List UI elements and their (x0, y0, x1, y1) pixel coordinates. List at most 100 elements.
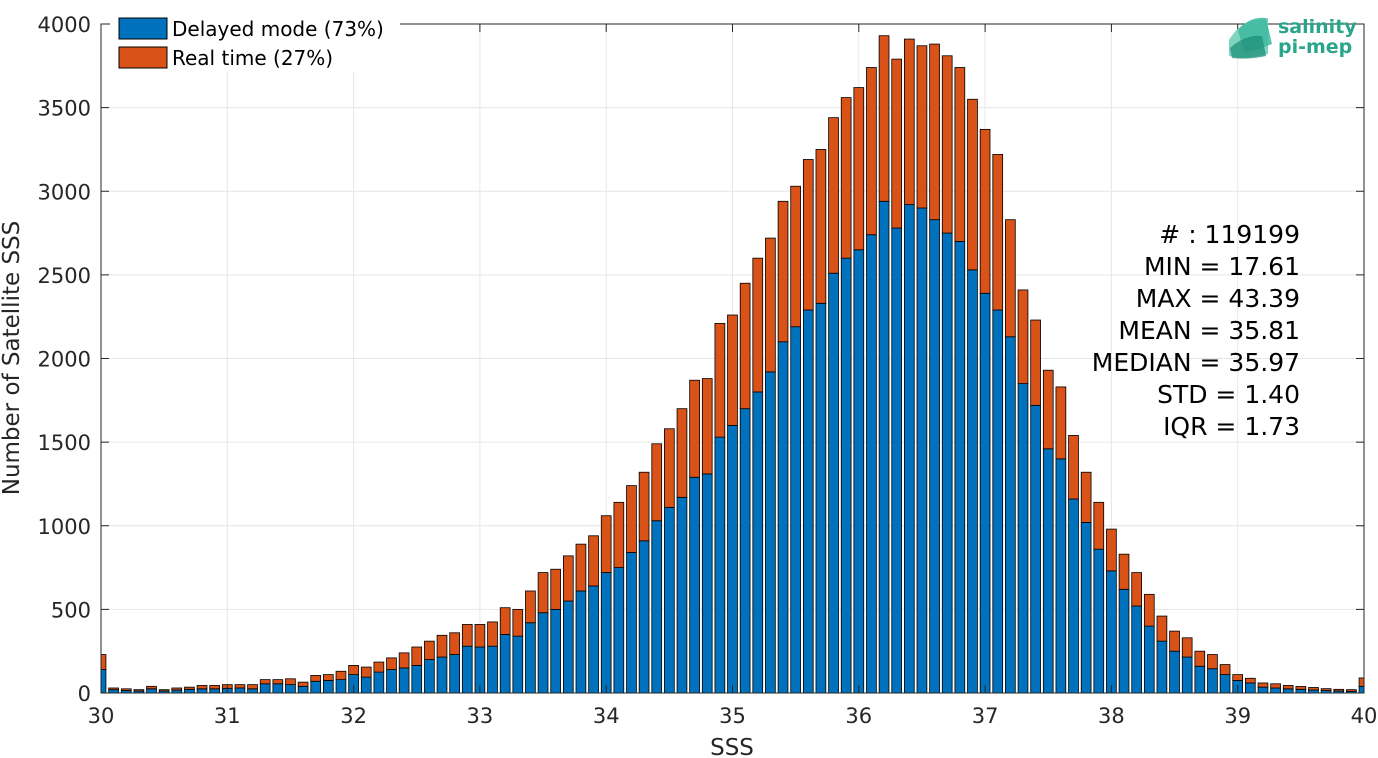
salinity-pi-mep-logo: salinity pi-mep (1229, 16, 1357, 59)
stat-line: STD = 1.40 (1157, 380, 1300, 409)
bar-real-time (1068, 435, 1079, 500)
wave-logo-icon (1229, 17, 1272, 59)
legend-swatch-delayed (118, 17, 168, 40)
x-tick-label: 40 (1351, 704, 1378, 728)
legend: Delayed mode (73%) Real time (27%) (110, 14, 400, 72)
bar-delayed-mode (626, 552, 637, 694)
bar-real-time (1270, 683, 1281, 689)
bar-delayed-mode (613, 567, 625, 694)
bar-real-time (979, 128, 991, 294)
bar-real-time (992, 154, 1004, 311)
bar-real-time (941, 55, 953, 234)
bar-real-time (802, 159, 814, 311)
bar-delayed-mode (752, 391, 764, 694)
bar-real-time (1346, 689, 1357, 692)
bar-delayed-mode (1055, 458, 1067, 694)
bar-real-time (348, 665, 359, 676)
bar-real-time (133, 689, 145, 692)
bar-delayed-mode (600, 572, 612, 694)
bar-delayed-mode (398, 667, 410, 694)
bar-delayed-mode (499, 634, 511, 694)
bar-real-time (108, 687, 119, 691)
bar-delayed-mode (588, 585, 599, 694)
bar-real-time (1320, 688, 1332, 691)
bar-real-time (588, 535, 599, 587)
x-tick-label: 33 (467, 704, 494, 728)
y-axis-label: Number of Satellite SSS (0, 221, 25, 496)
bar-real-time (916, 45, 928, 209)
bar-real-time (285, 678, 296, 686)
bar-real-time (1308, 687, 1319, 691)
bar-real-time (297, 681, 309, 687)
bar-real-time (701, 378, 713, 475)
stat-line: MEAN = 35.81 (1118, 316, 1300, 345)
bar-real-time (1055, 386, 1067, 460)
bar-real-time (259, 679, 271, 685)
bar-real-time (461, 624, 473, 647)
bar-real-time (638, 471, 650, 542)
bar-delayed-mode (1169, 650, 1180, 694)
bar-real-time (714, 322, 726, 438)
bar-delayed-mode (1093, 548, 1105, 694)
bar-delayed-mode (941, 232, 953, 694)
bar-delayed-mode (247, 688, 258, 694)
bar-real-time (171, 687, 183, 691)
bar-real-time (209, 685, 220, 690)
bar-delayed-mode (853, 249, 865, 694)
bar-delayed-mode (1181, 656, 1193, 694)
bar-delayed-mode (1156, 640, 1168, 694)
bar-delayed-mode (1005, 336, 1016, 694)
bar-real-time (1169, 630, 1180, 652)
bar-delayed-mode (891, 227, 903, 694)
bar-real-time (474, 624, 486, 648)
bar-delayed-mode (575, 590, 587, 694)
y-tick-label: 1500 (38, 431, 91, 455)
bar-real-time (360, 666, 372, 678)
bar-delayed-mode (310, 680, 322, 694)
bar-real-time (689, 379, 700, 478)
x-axis-label: SSS (710, 735, 754, 758)
bar-delayed-mode (562, 600, 574, 694)
bar-delayed-mode (146, 688, 157, 694)
bar-real-time (903, 38, 915, 206)
y-tick-label: 3500 (38, 97, 91, 121)
bar-delayed-mode (512, 635, 524, 694)
x-tick-label: 39 (1224, 704, 1251, 728)
bar-delayed-mode (461, 645, 473, 694)
x-tick-label: 38 (1098, 704, 1125, 728)
bar-delayed-mode (878, 200, 890, 694)
bar-real-time (525, 590, 536, 624)
bar-delayed-mode (1207, 668, 1218, 694)
bar-delayed-mode (777, 341, 789, 694)
bar-real-time (1219, 664, 1231, 676)
bar-real-time (1207, 654, 1218, 670)
bar-delayed-mode (1131, 605, 1142, 694)
bar-delayed-mode (100, 669, 107, 694)
bar-real-time (100, 654, 107, 670)
bar-real-time (335, 670, 347, 681)
y-tick-label: 500 (51, 598, 91, 622)
bar-real-time (436, 634, 448, 658)
bar-delayed-mode (1143, 625, 1155, 694)
y-tick-label: 0 (78, 682, 91, 706)
bar-real-time (777, 200, 789, 343)
bar-delayed-mode (184, 688, 195, 694)
bar-real-time (386, 657, 397, 670)
bar-real-time (550, 568, 562, 610)
bar-real-time (272, 679, 284, 685)
bar-real-time (424, 640, 435, 660)
bar-real-time (840, 97, 852, 259)
bar-real-time (651, 443, 663, 522)
bar-delayed-mode (1030, 404, 1041, 694)
bar-real-time (562, 555, 574, 602)
stat-line: MIN = 17.61 (1144, 252, 1300, 281)
bar-delayed-mode (108, 689, 119, 694)
bar-real-time (146, 685, 157, 690)
bar-delayed-mode (487, 645, 498, 694)
bar-real-time (765, 237, 776, 373)
bar-real-time (1181, 637, 1193, 658)
bar-delayed-mode (790, 326, 801, 694)
bar-delayed-mode (550, 608, 562, 694)
bar-delayed-mode (424, 659, 435, 694)
bar-real-time (1232, 674, 1244, 681)
